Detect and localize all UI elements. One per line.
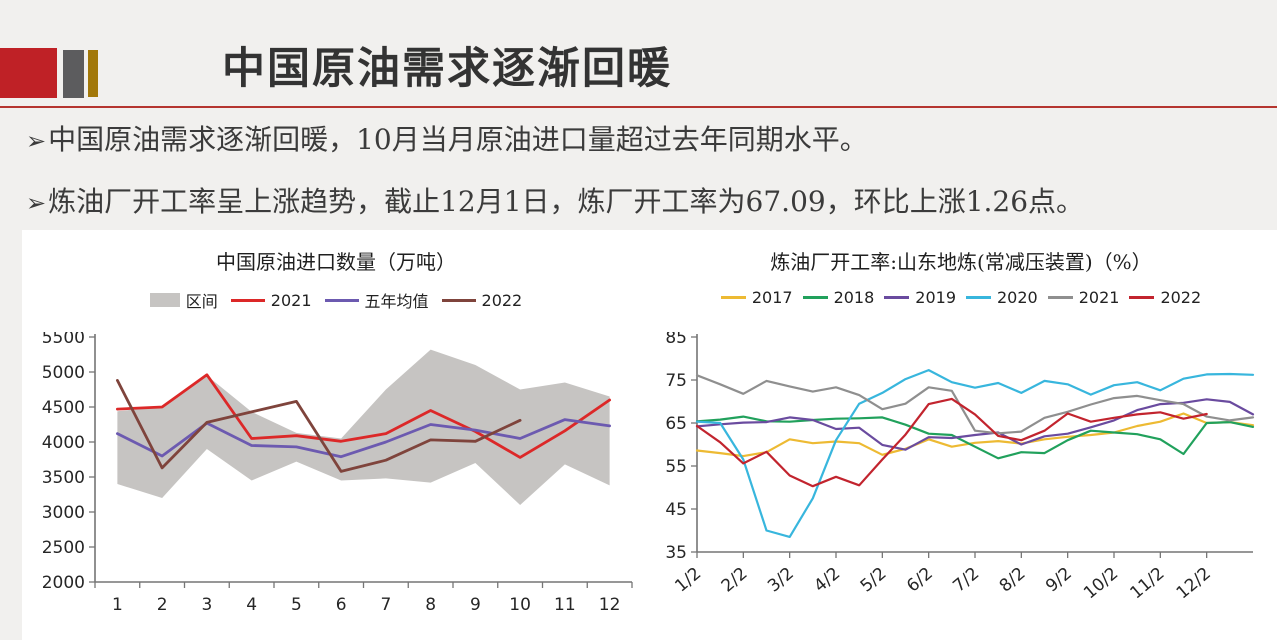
- legend-line-swatch: [324, 298, 359, 302]
- bullet-text: 炼油厂开工率呈上涨趋势，截止12月1日，炼厂开工率为67.09，环比上涨1.26…: [48, 185, 1085, 218]
- legend-item: 2019: [884, 288, 956, 307]
- svg-text:5000: 5000: [42, 363, 85, 383]
- legend-item: 2022: [441, 290, 523, 310]
- svg-text:75: 75: [665, 371, 687, 391]
- legend-line-swatch: [1129, 296, 1155, 299]
- svg-text:5/2: 5/2: [857, 564, 891, 597]
- crude-import-chart-panel: 中国原油进口数量（万吨） 区间 2021 五年均值 2022 2000 2500 3000…: [30, 240, 642, 635]
- legend-label: 区间: [185, 292, 218, 311]
- chart-title: 炼油厂开工率:山东地炼(常减压装置)（%）: [770, 250, 1152, 274]
- svg-text:3000: 3000: [42, 503, 85, 523]
- svg-text:35: 35: [665, 543, 687, 563]
- legend-band-swatch: [149, 293, 180, 307]
- legend-line-swatch: [441, 298, 476, 302]
- bullet-text: 中国原油需求逐渐回暖，10月当月原油进口量超过去年同期水平。: [48, 123, 868, 156]
- legend-label: 2022: [1160, 288, 1202, 307]
- bullet-arrow-icon: ➢: [26, 127, 47, 155]
- legend-line-swatch: [966, 296, 991, 299]
- svg-text:10: 10: [509, 595, 531, 615]
- svg-text:5: 5: [291, 595, 302, 615]
- svg-text:2500: 2500: [42, 538, 85, 558]
- legend-line-swatch: [802, 296, 828, 299]
- legend-item: 五年均值: [324, 288, 429, 312]
- svg-text:11: 11: [554, 595, 576, 615]
- page-title: 中国原油需求逐渐回暖: [222, 44, 672, 94]
- legend-line-swatch: [720, 296, 746, 299]
- svg-text:9/2: 9/2: [1042, 564, 1076, 597]
- legend-item: 2022: [1129, 288, 1201, 307]
- svg-text:4500: 4500: [42, 398, 85, 418]
- svg-text:3/2: 3/2: [764, 564, 798, 597]
- bullet-item: ➢炼油厂开工率呈上涨趋势，截止12月1日，炼厂开工率为67.09，环比上涨1.2…: [26, 180, 1084, 220]
- logo-red-square: [0, 48, 57, 98]
- bullet-item: ➢中国原油需求逐渐回暖，10月当月原油进口量超过去年同期水平。: [26, 118, 868, 158]
- legend-line-swatch: [1047, 296, 1073, 299]
- legend-item: 2018: [802, 288, 875, 307]
- svg-text:85: 85: [665, 332, 687, 348]
- legend-label: 2018: [833, 288, 875, 307]
- svg-text:65: 65: [665, 414, 687, 434]
- legend-label: 2019: [915, 288, 956, 307]
- svg-text:7: 7: [380, 595, 391, 615]
- legend-line-swatch: [230, 298, 265, 302]
- legend-item: 2021: [230, 290, 312, 310]
- svg-text:45: 45: [665, 500, 687, 520]
- legend-label: 2020: [997, 288, 1038, 307]
- svg-text:8/2: 8/2: [996, 564, 1030, 597]
- svg-text:4000: 4000: [42, 433, 85, 453]
- legend-item: 2021: [1047, 288, 1120, 307]
- svg-text:2000: 2000: [42, 573, 85, 593]
- bullet-arrow-icon: ➢: [26, 189, 47, 217]
- legend-label: 2021: [1078, 288, 1120, 307]
- refinery-rate-chart-panel: 炼油厂开工率:山东地炼(常减压装置)（%） 2017 2018 2019 2020 20…: [650, 240, 1272, 635]
- chart-legend: 区间 2021 五年均值 2022: [30, 288, 642, 312]
- logo-gray-square: [63, 50, 84, 98]
- legend-item: 区间: [149, 288, 218, 312]
- legend-item: 2017: [720, 288, 793, 307]
- svg-text:3500: 3500: [42, 468, 85, 488]
- chart-legend: 2017 2018 2019 2020 2021 2022: [650, 288, 1272, 307]
- svg-text:2: 2: [157, 595, 168, 615]
- svg-text:1/2: 1/2: [671, 564, 705, 597]
- svg-text:4: 4: [246, 595, 257, 615]
- chart-title: 中国原油进口数量（万吨）: [216, 250, 456, 274]
- svg-text:2/2: 2/2: [718, 564, 752, 597]
- svg-text:1: 1: [112, 595, 123, 615]
- svg-text:6/2: 6/2: [903, 564, 937, 597]
- svg-text:5500: 5500: [42, 332, 85, 348]
- svg-text:9: 9: [470, 595, 481, 615]
- svg-text:12/2: 12/2: [1173, 564, 1215, 604]
- legend-label: 2022: [481, 290, 523, 310]
- svg-text:11/2: 11/2: [1126, 564, 1168, 604]
- svg-text:4/2: 4/2: [810, 564, 844, 597]
- logo-gold-bar: [88, 50, 98, 97]
- svg-text:55: 55: [665, 457, 687, 477]
- svg-text:6: 6: [336, 595, 347, 615]
- svg-text:8: 8: [425, 595, 436, 615]
- header-divider: [0, 106, 1277, 108]
- legend-line-swatch: [884, 296, 910, 299]
- legend-label: 2021: [270, 290, 312, 310]
- legend-label: 五年均值: [364, 292, 429, 311]
- svg-text:12: 12: [599, 595, 621, 615]
- svg-text:3: 3: [201, 595, 212, 615]
- legend-item: 2020: [966, 288, 1038, 307]
- svg-text:10/2: 10/2: [1080, 564, 1122, 604]
- svg-text:7/2: 7/2: [949, 564, 983, 597]
- legend-label: 2017: [751, 288, 793, 307]
